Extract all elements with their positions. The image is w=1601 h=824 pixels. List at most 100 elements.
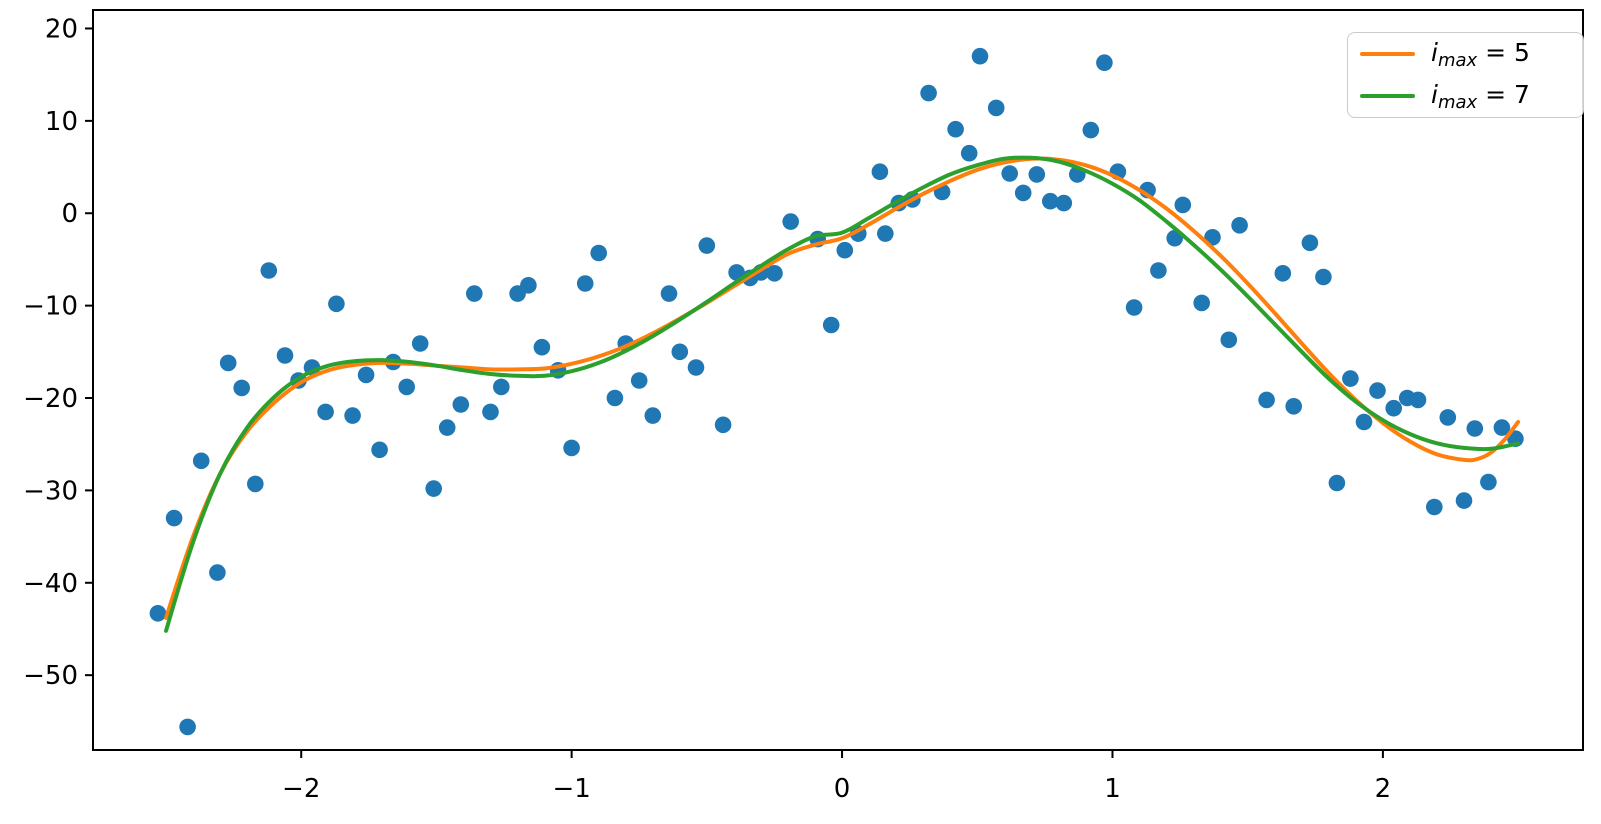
scatter-point [179, 718, 196, 736]
y-tick-label: −50 [23, 661, 78, 691]
x-tick-label: −2 [282, 774, 320, 804]
scatter-point [1385, 399, 1402, 417]
scatter-point [219, 354, 237, 372]
x-tick-label: 2 [1375, 774, 1392, 804]
scatter-point [371, 441, 388, 459]
scatter-point [1028, 166, 1046, 183]
legend-box: imax = 5 imax = 7 [1347, 32, 1584, 118]
scatter-point [766, 265, 783, 282]
scatter-point [1493, 419, 1511, 436]
scatter-point [482, 403, 499, 421]
scatter-point [644, 407, 662, 424]
scatter-point [1014, 184, 1032, 202]
scatter-point [1342, 370, 1359, 387]
scatter-point [1193, 294, 1210, 312]
scatter-point [687, 359, 705, 376]
scatter-point [836, 241, 854, 259]
scatter-point [425, 480, 443, 497]
scatter-point [1174, 196, 1192, 214]
scatter-point [209, 564, 226, 581]
y-tick-label: 10 [45, 107, 78, 137]
legend-label-imax5: imax = 5 [1431, 37, 1530, 71]
scatter-point [1426, 498, 1443, 516]
scatter-point [276, 347, 294, 364]
scatter-point [782, 213, 799, 230]
scatter-point [1042, 192, 1059, 210]
scatter-point [1258, 391, 1275, 409]
scatter-point [960, 144, 978, 162]
scatter-point [1150, 262, 1167, 279]
fit-curve-imax7 [164, 155, 1521, 633]
scatter-point [328, 295, 345, 313]
x-tick-label: 1 [1104, 774, 1121, 804]
scatter-point [357, 366, 375, 384]
scatter-point [260, 262, 278, 279]
legend-line-orange [1360, 52, 1415, 56]
scatter-point [317, 403, 334, 421]
scatter-point [630, 372, 648, 389]
scatter-point [728, 264, 745, 281]
y-tick-label: −20 [23, 384, 78, 414]
scatter-point [344, 407, 361, 424]
scatter-point [520, 277, 537, 294]
scatter-point [590, 244, 607, 262]
scatter-point [411, 335, 429, 352]
legend-entry-imax7: imax = 7 [1360, 80, 1571, 113]
y-tick-label: −10 [23, 292, 78, 322]
scatter-point [1274, 265, 1292, 282]
scatter-point [1328, 474, 1346, 492]
scatter-point [1355, 413, 1373, 431]
legend-entry-imax5: imax = 5 [1360, 38, 1571, 71]
scatter-point [871, 163, 889, 180]
scatter-point [1369, 382, 1386, 399]
scatter-point [987, 99, 1005, 117]
scatter-point [1315, 268, 1332, 286]
scatter-point [438, 419, 456, 436]
scatter-point [947, 120, 964, 138]
legend-line-green [1360, 94, 1415, 98]
scatter-point [533, 338, 551, 356]
scatter-point [1055, 194, 1073, 212]
scatter-point [165, 509, 183, 527]
scatter-point [1466, 420, 1484, 437]
scatter-point [493, 378, 510, 396]
scatter-point [1231, 217, 1248, 234]
scatter-point [247, 475, 264, 493]
scatter-point [1001, 165, 1018, 182]
y-tick-label: −40 [23, 569, 78, 599]
legend-label-imax7: imax = 7 [1431, 79, 1530, 113]
scatter-point [877, 225, 894, 242]
scatter-point [1096, 54, 1113, 71]
x-tick-label: −1 [552, 774, 590, 804]
scatter-point [822, 316, 840, 334]
scatter-point [1480, 473, 1497, 491]
scatter-point [149, 605, 167, 622]
scatter-point [576, 275, 594, 292]
scatter-point [466, 285, 483, 302]
fit-curve-imax5 [164, 156, 1521, 620]
scatter-point [698, 237, 716, 254]
scatter-point [398, 378, 416, 396]
y-tick-label: 20 [45, 14, 78, 44]
scatter-point [606, 389, 624, 407]
axes-spines [92, 9, 1584, 751]
scatter-point [1285, 398, 1302, 415]
scatter-point [920, 84, 937, 102]
scatter-point [1082, 121, 1100, 139]
scatter-point [1455, 492, 1473, 509]
scatter-point [452, 396, 470, 413]
scatter-point [1301, 234, 1319, 252]
scatter-point [714, 416, 732, 434]
scatter-point [233, 379, 250, 397]
x-tick-label: 0 [834, 774, 851, 804]
y-tick-label: 0 [61, 199, 78, 229]
scatter-point [660, 285, 678, 302]
scatter-point [1439, 409, 1457, 426]
scatter-point [192, 452, 210, 470]
scatter-point [1220, 331, 1238, 349]
scatter-point [971, 47, 989, 65]
scatter-point [671, 343, 689, 361]
scatter-point [563, 439, 580, 457]
